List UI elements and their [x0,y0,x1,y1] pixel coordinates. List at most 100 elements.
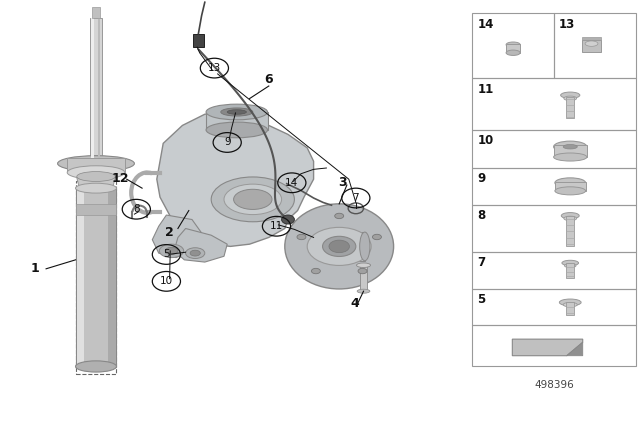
Ellipse shape [234,189,272,210]
Polygon shape [157,111,314,246]
Ellipse shape [211,177,294,222]
Ellipse shape [323,237,356,256]
Ellipse shape [227,110,246,114]
Ellipse shape [559,299,581,306]
Text: 7: 7 [353,193,359,203]
Text: 1: 1 [31,262,40,276]
Polygon shape [567,342,583,356]
Ellipse shape [190,250,200,256]
Text: 14: 14 [285,178,298,188]
Ellipse shape [206,122,268,138]
Bar [472,78,636,130]
Bar [555,182,586,191]
Ellipse shape [206,104,268,120]
Bar [472,205,636,252]
Ellipse shape [76,361,116,372]
Text: 498396: 498396 [534,380,574,390]
Bar [472,13,554,78]
Ellipse shape [165,247,178,254]
Text: 8: 8 [477,209,486,222]
Ellipse shape [358,268,367,274]
Ellipse shape [554,153,587,161]
Bar [566,215,574,246]
Ellipse shape [297,234,306,240]
Bar [566,302,574,315]
Ellipse shape [186,248,205,258]
Ellipse shape [329,240,349,253]
Ellipse shape [506,42,520,47]
Bar [98,18,100,161]
Ellipse shape [561,212,579,219]
Bar [582,40,601,52]
Text: 10: 10 [477,134,493,147]
Text: 6: 6 [264,73,273,86]
Ellipse shape [555,178,586,188]
Text: 13: 13 [559,18,575,31]
Ellipse shape [77,172,115,181]
Ellipse shape [554,141,587,152]
Ellipse shape [159,244,184,258]
Polygon shape [174,228,227,262]
Ellipse shape [224,184,282,215]
Bar [76,188,116,367]
Bar [91,18,94,161]
Ellipse shape [360,232,370,261]
Bar [566,263,574,278]
Polygon shape [152,215,202,258]
Ellipse shape [561,92,580,99]
Ellipse shape [285,204,394,289]
Bar [193,34,204,47]
Bar [472,168,636,205]
Bar [108,188,116,367]
Text: 9: 9 [477,172,486,185]
Bar [582,37,601,40]
Bar [76,181,116,374]
Ellipse shape [506,50,520,56]
Ellipse shape [76,183,116,193]
Bar [339,232,365,261]
Ellipse shape [335,213,344,219]
Bar [472,130,636,168]
Bar [76,204,116,215]
Ellipse shape [357,289,370,293]
Polygon shape [512,339,583,356]
Bar [92,7,100,18]
Ellipse shape [585,41,598,46]
Polygon shape [76,172,116,190]
Text: 5: 5 [477,293,486,306]
Bar [472,252,636,289]
Ellipse shape [564,216,577,221]
Text: 2: 2 [165,225,174,239]
Bar [360,265,367,291]
Text: 11: 11 [477,83,493,96]
Text: 11: 11 [270,221,283,231]
Bar [77,188,84,367]
Text: 5: 5 [163,250,170,259]
Ellipse shape [562,260,579,266]
Ellipse shape [555,187,586,195]
Circle shape [282,215,294,224]
Ellipse shape [564,96,577,101]
Bar [472,325,636,366]
Bar [554,13,636,78]
Bar [90,18,102,161]
Text: 9: 9 [224,138,230,147]
Ellipse shape [312,268,321,274]
Text: 7: 7 [477,256,486,269]
Ellipse shape [563,145,577,149]
Text: 12: 12 [111,172,129,185]
Ellipse shape [563,302,577,307]
Bar [472,289,636,325]
Text: 3: 3 [338,176,347,190]
Bar [566,97,574,119]
Text: 14: 14 [477,18,494,31]
Bar [67,158,125,172]
Text: 13: 13 [208,63,221,73]
Text: 4: 4 [350,297,359,310]
Ellipse shape [356,263,371,267]
Bar [554,145,587,157]
Ellipse shape [221,108,253,116]
Ellipse shape [564,263,576,267]
Ellipse shape [372,234,381,240]
Ellipse shape [58,156,134,171]
